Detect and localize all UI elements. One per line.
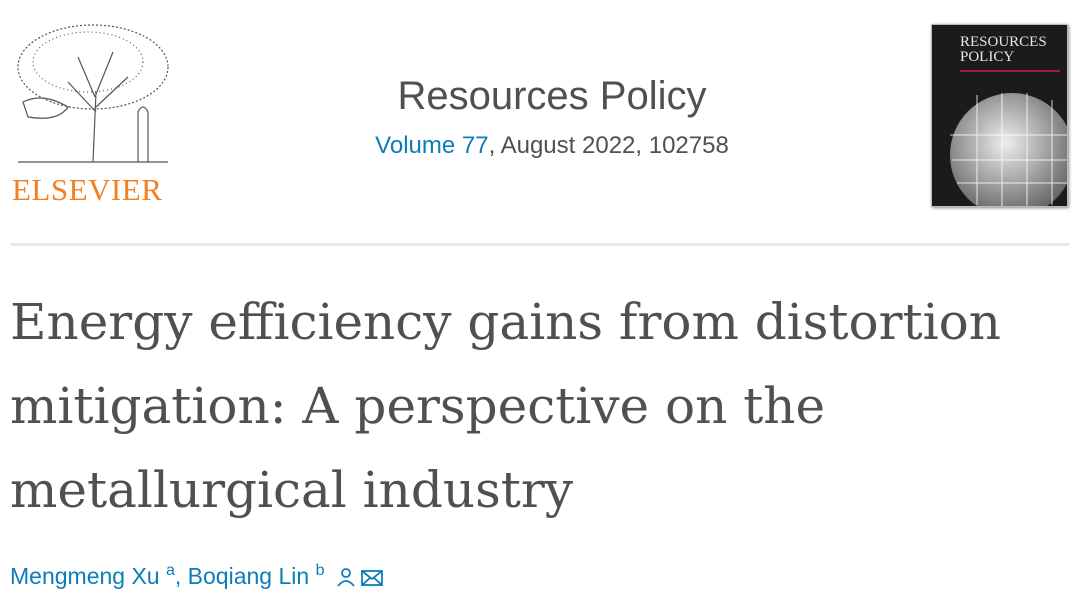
- journal-issue-info: Volume 77, August 2022, 102758: [250, 132, 854, 160]
- author-name: Boqiang Lin: [187, 563, 310, 589]
- cover-title: RESOURCES POLICY: [960, 34, 1047, 65]
- elsevier-wordmark: ELSEVIER: [12, 172, 163, 207]
- author-separator: ,: [174, 563, 188, 589]
- affiliation-marker: a: [165, 562, 175, 579]
- journal-title[interactable]: Resources Policy: [397, 74, 707, 118]
- elsevier-tree-icon: [17, 24, 169, 163]
- header-divider: [10, 243, 1070, 246]
- volume-link[interactable]: Volume 77: [375, 132, 489, 159]
- person-icon[interactable]: [336, 566, 356, 593]
- journal-cover-image[interactable]: RESOURCES POLICY: [931, 24, 1068, 207]
- cover-globe-icon: [950, 93, 1067, 206]
- issue-date-article-number: , August 2022, 102758: [488, 132, 729, 159]
- cover-subtitle-band: [960, 70, 1060, 72]
- envelope-icon[interactable]: [360, 566, 383, 593]
- journal-header: Resources Policy Volume 77, August 2022,…: [250, 70, 854, 160]
- author-link[interactable]: Boqiang Lin b: [187, 562, 325, 589]
- elsevier-logo[interactable]: [8, 22, 174, 212]
- author-list: Mengmeng Xu a, Boqiang Lin b: [10, 562, 383, 593]
- author-link[interactable]: Mengmeng Xu a: [10, 562, 175, 589]
- affiliation-marker: b: [315, 562, 325, 579]
- article-title: Energy efficiency gains from distortion …: [10, 293, 1001, 519]
- author-name: Mengmeng Xu: [10, 563, 160, 589]
